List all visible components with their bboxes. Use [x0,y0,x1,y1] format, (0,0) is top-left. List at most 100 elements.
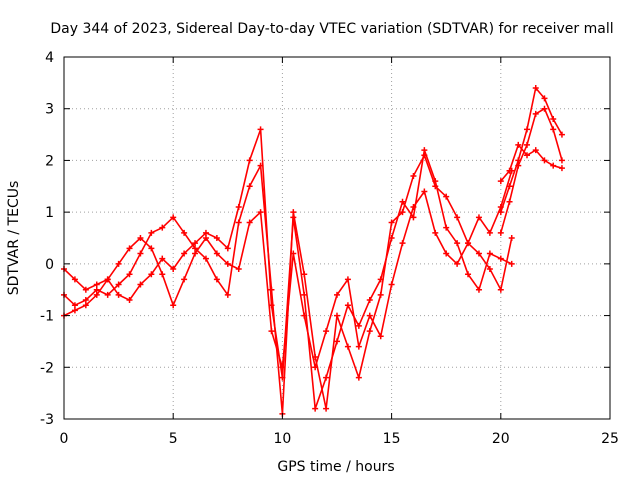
data-point [148,229,155,236]
data-point [137,235,144,241]
data-point [541,157,548,164]
data-point [475,286,482,293]
axis-ticks [63,56,611,420]
data-point [377,333,384,340]
data-point [71,276,78,283]
data-point [213,235,220,241]
data-point [421,152,428,159]
data-point [355,374,362,381]
x-tick-label: 0 [60,431,69,447]
data-point [159,224,166,231]
y-tick-label: 3 [45,102,54,118]
data-point [443,193,450,200]
data-point [71,307,78,314]
data-point [82,297,89,304]
data-point [268,286,275,293]
data-point [454,260,461,267]
y-tick-label: 2 [45,153,54,169]
data-point [268,328,275,335]
data-point [301,291,308,298]
data-point [115,291,122,298]
data-point [366,297,373,304]
data-point [82,302,89,309]
data-point [202,235,209,241]
data-point [257,162,264,169]
data-point [475,250,482,257]
data-point [475,214,482,221]
data-point [497,255,504,262]
data-point [550,162,557,169]
data-point [515,162,522,169]
x-tick-label: 5 [169,431,178,447]
data-markers [61,85,565,417]
chart-title: Day 344 of 2023, Sidereal Day-to-day VTE… [50,21,613,37]
data-point [257,126,264,133]
data-point [257,209,264,216]
data-point [115,281,122,288]
data-point [104,276,111,283]
data-point [443,224,450,231]
data-point [192,240,199,247]
data-point [301,271,308,278]
data-point [104,291,111,298]
data-point [181,276,188,283]
data-point [181,229,188,236]
data-point [126,245,133,252]
data-point [192,245,199,252]
data-point [486,266,493,273]
data-point [115,260,122,267]
data-point [334,291,340,298]
data-point [312,405,319,412]
data-point [224,291,231,298]
data-point [235,266,242,273]
data-point [377,276,384,283]
series-line-trace-2 [63,153,513,414]
y-tick-label: -1 [40,309,54,325]
x-tick-label: 15 [383,431,401,447]
data-point [366,328,373,335]
data-point [532,110,539,117]
data-point [506,198,513,205]
data-traces [63,86,563,414]
data-point [486,250,493,257]
data-point [126,271,133,278]
data-point [235,219,242,226]
data-point [558,165,565,172]
data-point [465,240,472,247]
data-point [301,312,308,319]
data-point [224,260,231,267]
data-point [290,250,297,257]
data-point [377,291,384,298]
data-point [323,328,330,335]
data-point [355,343,362,350]
data-point [246,183,253,190]
x-tick-label: 25 [601,431,619,447]
data-point [137,250,144,257]
data-point [355,322,362,329]
data-point [524,141,531,148]
data-point [192,250,199,257]
data-point [399,198,406,205]
data-point [159,271,166,278]
data-point [246,219,253,226]
data-point [290,209,297,216]
data-point [137,281,144,288]
data-point [170,302,177,309]
data-point [148,271,155,278]
data-point [148,245,155,252]
y-tick-label: -2 [40,360,54,376]
data-point [558,131,565,138]
data-point [497,203,504,210]
data-point [550,116,557,123]
data-point [432,229,439,236]
series-line-trace-3 [63,170,513,368]
data-point [532,85,539,92]
data-point [508,235,515,241]
data-point [432,178,439,185]
data-point [82,286,89,293]
data-point [515,141,522,148]
y-axis-label: SDTVAR / TECUs [6,181,22,296]
x-tick-labels: 0 5 10 15 20 25 [60,431,619,447]
data-point [93,291,100,298]
data-point [246,157,253,164]
